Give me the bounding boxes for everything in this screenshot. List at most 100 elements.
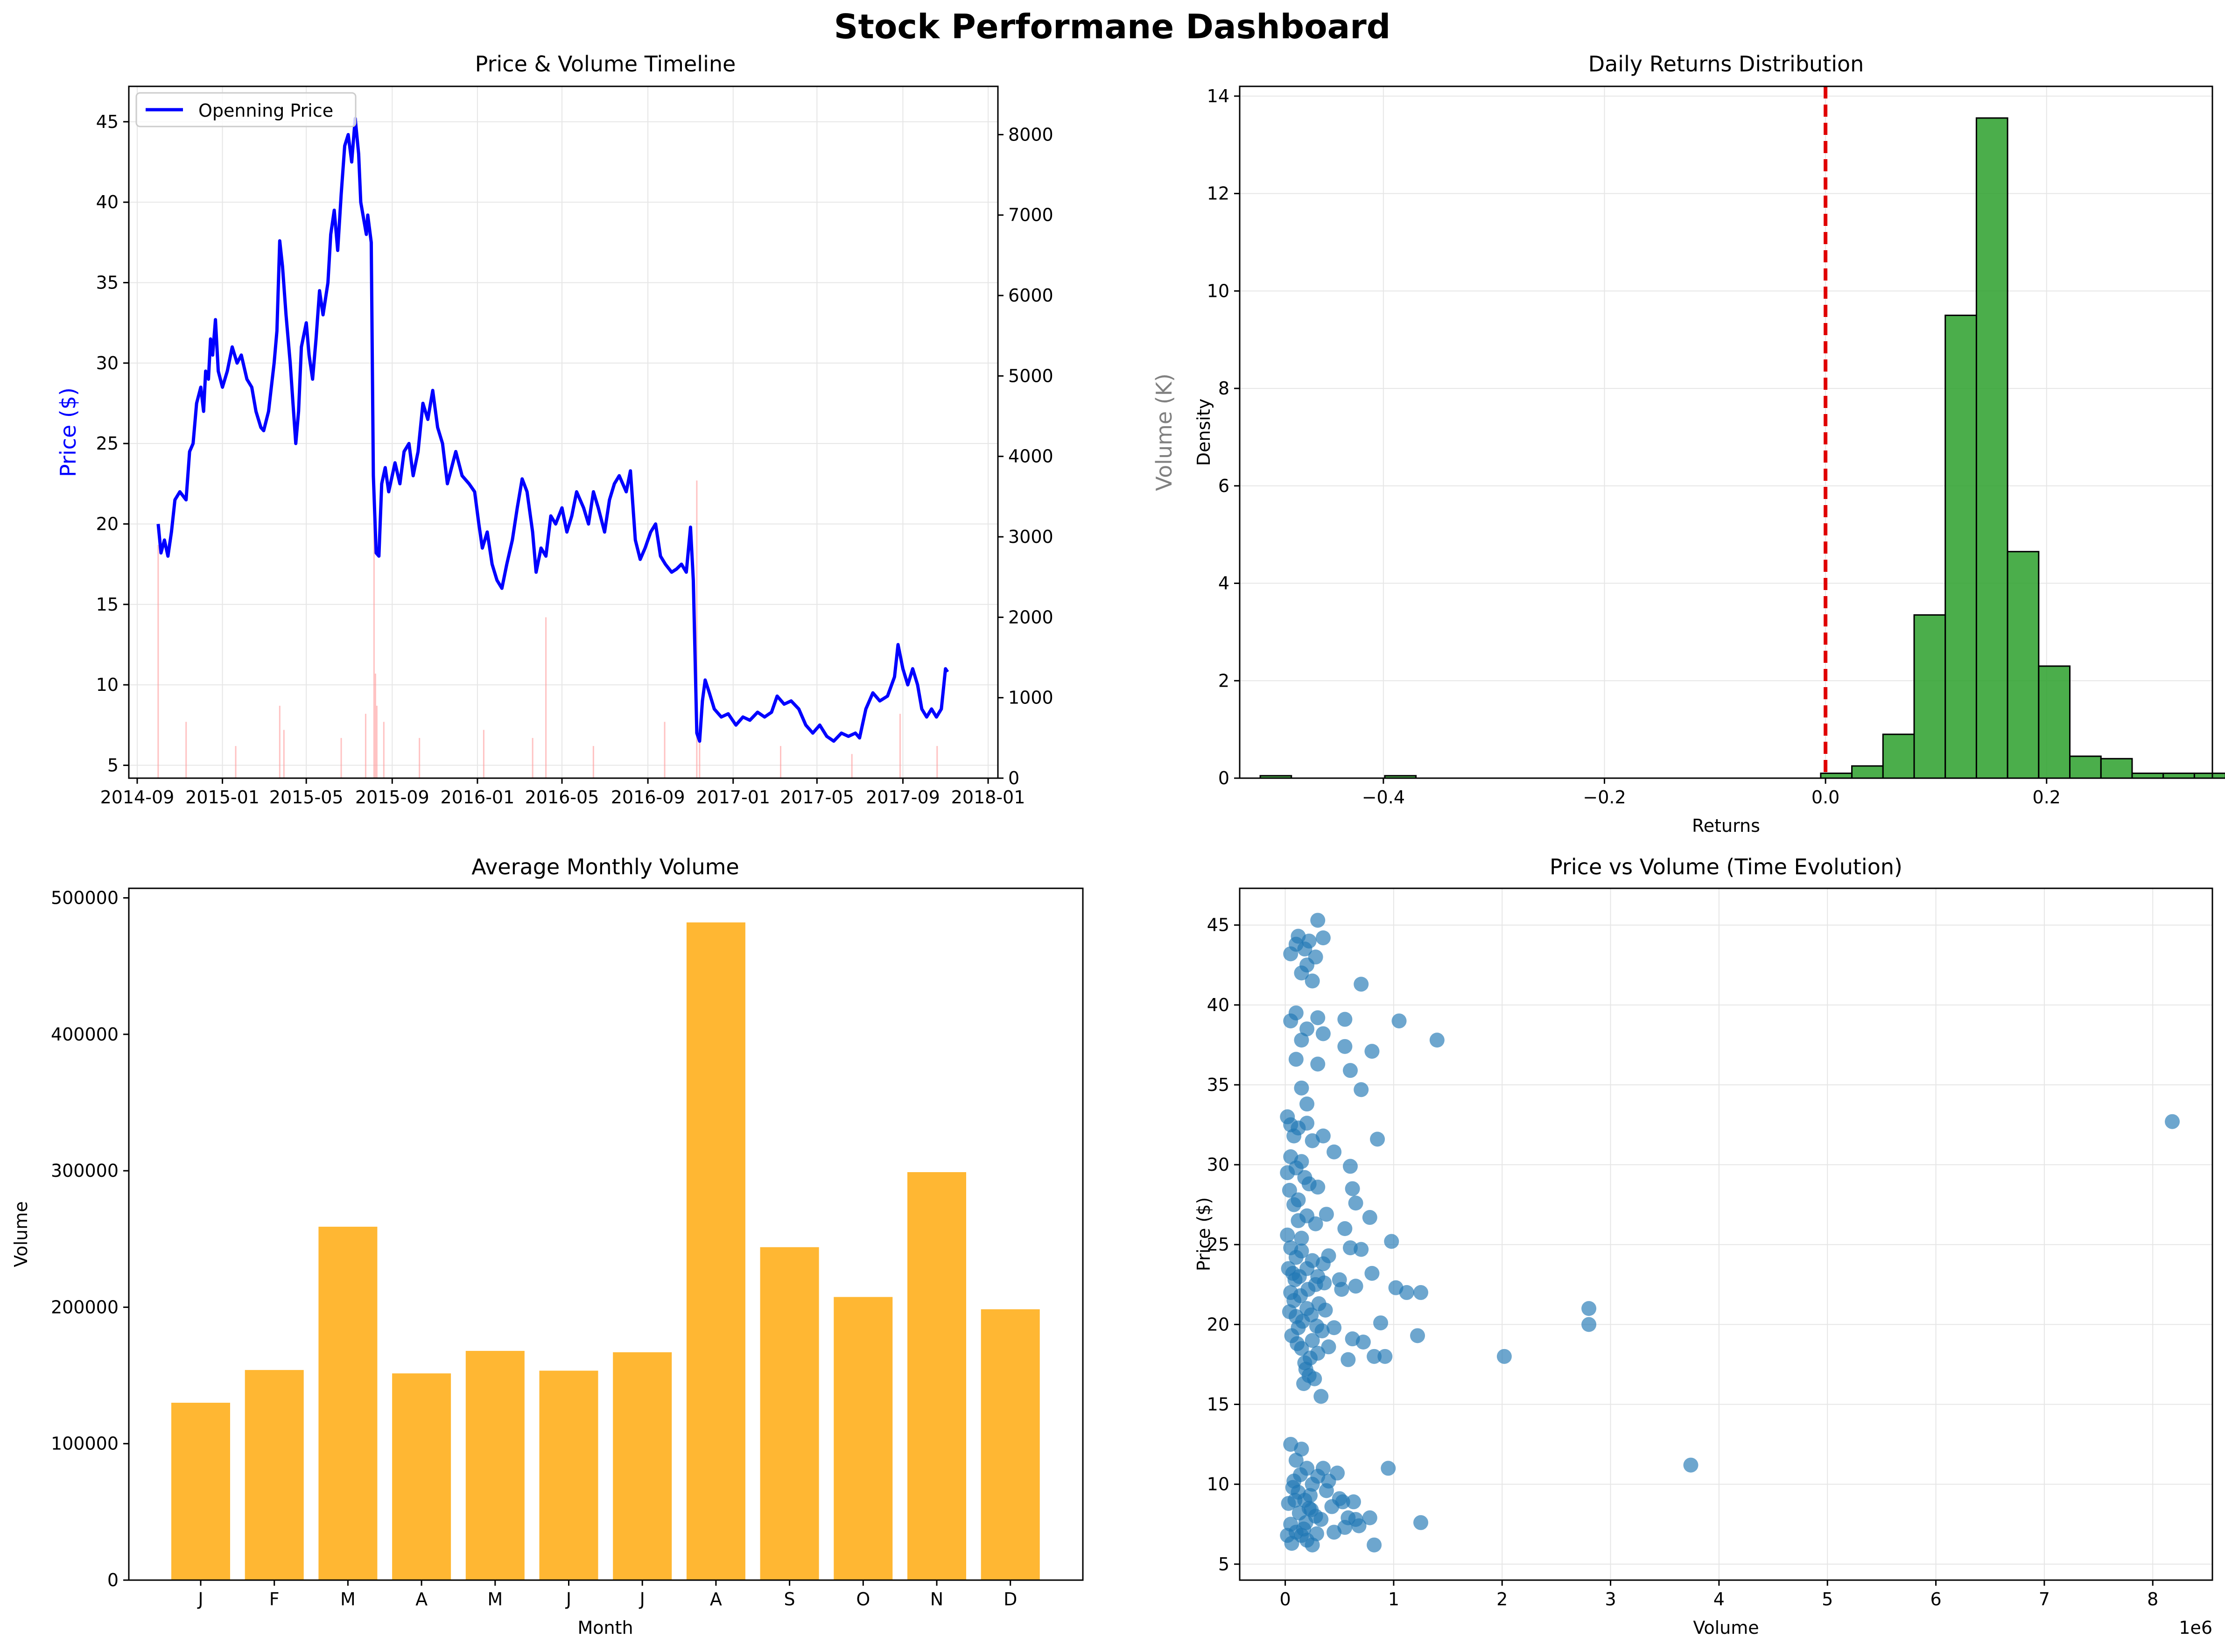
scatter-point bbox=[1284, 1536, 1299, 1551]
scatter-point bbox=[1364, 1044, 1380, 1059]
p3-x-tick-label: O bbox=[856, 1589, 870, 1610]
p2-title: Daily Returns Distribution bbox=[1588, 51, 1864, 77]
scatter-point bbox=[1315, 1128, 1331, 1144]
p1-x-tick-label: 2017-05 bbox=[780, 787, 854, 808]
scatter-point bbox=[1303, 1350, 1318, 1366]
p2-grid bbox=[1240, 86, 2212, 779]
p4-y-axis-label: Price ($) bbox=[1193, 1197, 1214, 1272]
p1-x-tick-label: 2014-09 bbox=[100, 787, 175, 808]
scatter-point bbox=[1346, 1494, 1361, 1510]
p1-x-tick-label: 2016-09 bbox=[611, 787, 685, 808]
scatter-point bbox=[1309, 1318, 1324, 1334]
p1-x-tick-label: 2016-01 bbox=[441, 787, 515, 808]
scatter-point bbox=[1332, 1491, 1347, 1506]
p4-x-offset-label: 1e6 bbox=[2179, 1617, 2212, 1638]
returns-histogram-panel: −0.4 −0.2 0.0 0.2 0 2 4 6 8 10 12 14 Daily Returns… bbox=[1193, 51, 2225, 836]
p1-frame bbox=[128, 85, 999, 779]
scatter-point bbox=[1317, 1275, 1332, 1291]
p4-x-tick-label: 8 bbox=[2147, 1589, 2158, 1610]
p1-legend: Openning Price bbox=[135, 92, 357, 127]
scatter-point bbox=[2165, 1114, 2180, 1129]
scatter-point bbox=[1288, 1453, 1304, 1468]
p4-y-tick-label: 40 bbox=[1207, 995, 1229, 1015]
p1-x-ticks: 2014-09 2015-01 2015-05 2015-09 2016-01 2016-… bbox=[100, 778, 1025, 808]
scatter-point bbox=[1308, 1216, 1323, 1231]
scatter-point bbox=[1327, 1144, 1342, 1160]
p3-y-tick-label: 0 bbox=[107, 1570, 119, 1590]
scatter-point bbox=[1305, 1333, 1320, 1348]
scatter-point bbox=[1429, 1033, 1445, 1048]
scatter-point bbox=[1282, 1304, 1297, 1319]
p3-y-tick-label: 400000 bbox=[51, 1024, 119, 1045]
histogram-bar bbox=[2162, 773, 2195, 779]
p4-y-tick-label: 10 bbox=[1207, 1474, 1229, 1495]
legend-box bbox=[135, 92, 357, 127]
scatter-point bbox=[1373, 1315, 1389, 1330]
scatter-point bbox=[1399, 1285, 1414, 1300]
scatter-point bbox=[1384, 1234, 1399, 1249]
p1-y2-tick-label: 2000 bbox=[1008, 607, 1053, 627]
scatter-point bbox=[1354, 1242, 1369, 1257]
p1-x-tick-label: 2015-05 bbox=[269, 787, 344, 808]
scatter-point bbox=[1581, 1317, 1597, 1332]
p1-y2-tick-label: 5000 bbox=[1008, 366, 1053, 386]
p3-y-tick-label: 100000 bbox=[51, 1434, 119, 1454]
p1-title: Price & Volume Timeline bbox=[475, 51, 736, 77]
scatter-point bbox=[1391, 1013, 1407, 1029]
p4-x-tick-label: 4 bbox=[1713, 1589, 1725, 1610]
histogram-bars bbox=[1259, 117, 2225, 779]
p4-x-tick-label: 3 bbox=[1605, 1589, 1616, 1610]
p1-x-tick-label: 2018-01 bbox=[951, 787, 1025, 808]
scatter-point bbox=[1304, 1307, 1319, 1322]
p4-y-tick-label: 45 bbox=[1207, 915, 1229, 935]
scatter-point bbox=[1310, 1180, 1326, 1195]
monthly-volume-bar bbox=[392, 1373, 451, 1580]
p4-y-tick-label: 25 bbox=[1207, 1234, 1229, 1255]
p3-x-tick-label: M bbox=[340, 1589, 356, 1610]
scatter-point bbox=[1377, 1349, 1393, 1364]
p4-x-tick-label: 2 bbox=[1496, 1589, 1508, 1610]
p4-grid bbox=[1240, 888, 2212, 1580]
scatter-point bbox=[1294, 1080, 1309, 1096]
scatter-point bbox=[1341, 1352, 1356, 1367]
p3-x-tick-label: S bbox=[784, 1589, 795, 1610]
p2-y-tick-label: 0 bbox=[1218, 768, 1229, 788]
scatter-point bbox=[1299, 1116, 1315, 1131]
scatter-point bbox=[1319, 1207, 1334, 1222]
monthly-volume-bar bbox=[245, 1370, 304, 1580]
p4-y-tick-label: 15 bbox=[1207, 1394, 1229, 1415]
p4-y-tick-label: 30 bbox=[1207, 1154, 1229, 1175]
scatter-point bbox=[1296, 1376, 1312, 1392]
scatter-point bbox=[1294, 965, 1309, 981]
histogram-bar bbox=[2193, 773, 2225, 779]
p2-y-tick-label: 2 bbox=[1218, 670, 1229, 691]
scatter-point bbox=[1288, 936, 1304, 952]
dashboard-title: Stock Performane Dashboard bbox=[834, 7, 1391, 46]
scatter-point bbox=[1315, 1461, 1331, 1476]
p1-x-tick-label: 2017-09 bbox=[866, 787, 940, 808]
scatter-point bbox=[1313, 1389, 1329, 1404]
scatter-point bbox=[1367, 1537, 1382, 1553]
scatter-point bbox=[1310, 913, 1326, 928]
histogram-bar bbox=[1913, 614, 1946, 779]
p1-y2-tick-label: 4000 bbox=[1008, 446, 1053, 467]
scatter-point bbox=[1321, 1248, 1336, 1264]
p3-title: Average Monthly Volume bbox=[471, 854, 739, 879]
p2-y-tick-label: 12 bbox=[1207, 183, 1229, 204]
p3-y-tick-label: 300000 bbox=[51, 1160, 119, 1181]
p3-x-tick-label: A bbox=[415, 1589, 428, 1610]
p1-x-tick-label: 2016-05 bbox=[525, 787, 599, 808]
monthly-volume-bar bbox=[981, 1309, 1040, 1580]
scatter-point bbox=[1291, 1192, 1306, 1208]
scatter-point bbox=[1300, 1282, 1316, 1297]
p1-x-tick-label: 2017-01 bbox=[696, 787, 770, 808]
scatter-point bbox=[1291, 1213, 1306, 1228]
p2-y-tick-label: 10 bbox=[1207, 281, 1229, 301]
p4-title: Price vs Volume (Time Evolution) bbox=[1550, 854, 1902, 879]
scatter-point bbox=[1315, 1026, 1331, 1041]
histogram-bar bbox=[2038, 665, 2071, 779]
scatter-point bbox=[1327, 1320, 1342, 1336]
scatter-point bbox=[1413, 1285, 1428, 1300]
scatter-point bbox=[1334, 1282, 1349, 1297]
p1-y-tick-label: 20 bbox=[96, 513, 119, 534]
